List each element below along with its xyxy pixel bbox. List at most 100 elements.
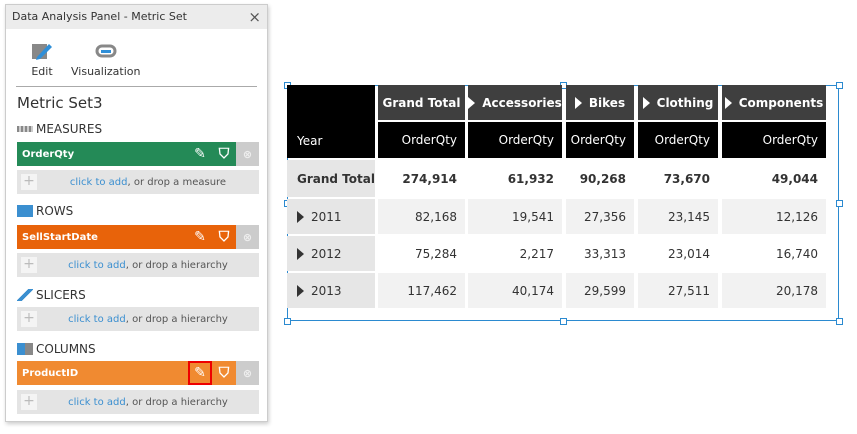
data-cell: 2,217 xyxy=(468,236,562,271)
pencil-icon[interactable]: ✎ xyxy=(194,229,206,245)
data-cell: 16,740 xyxy=(722,236,826,271)
measure-header: OrderQty xyxy=(722,122,826,158)
plus-icon[interactable]: + xyxy=(21,311,37,327)
column-header[interactable]: Grand Total xyxy=(378,85,465,120)
row-header-text: 2012 xyxy=(311,246,342,261)
remove-icon[interactable]: ⊗ xyxy=(236,225,259,249)
columns-icon xyxy=(17,343,33,355)
data-analysis-panel: Data Analysis Panel - Metric Set × Edit V… xyxy=(5,4,268,422)
add-row-dropzone[interactable]: + click to add, or drop a hierarchy xyxy=(17,253,259,277)
expand-arrow-icon[interactable] xyxy=(297,210,304,223)
data-cell-text: 2,217 xyxy=(519,246,554,261)
measures-icon xyxy=(17,126,33,132)
click-to-add-link[interactable]: click to add xyxy=(69,176,128,188)
expand-arrow-icon[interactable] xyxy=(574,96,582,109)
resize-handle[interactable] xyxy=(836,200,843,207)
add-measure-dropzone[interactable]: + click to add, or drop a measure xyxy=(17,170,259,194)
drop-hint: , or drop a measure xyxy=(127,176,227,188)
column-header-text: Clothing xyxy=(656,95,714,110)
filter-icon[interactable]: ⛉ xyxy=(218,229,230,245)
column-header[interactable]: Components xyxy=(722,85,826,120)
remove-icon[interactable]: ⊗ xyxy=(236,361,259,385)
resize-handle[interactable] xyxy=(284,318,291,325)
panel-title-bar: Data Analysis Panel - Metric Set × xyxy=(6,5,267,29)
data-cell-text: 73,670 xyxy=(663,171,710,186)
data-cell-text: 90,268 xyxy=(579,171,626,186)
column-header[interactable]: Accessories xyxy=(468,85,562,120)
row-header-text: Grand Total xyxy=(297,171,375,186)
data-cell: 117,462 xyxy=(378,273,465,308)
row-header[interactable]: 2012 xyxy=(287,236,375,271)
data-cell: 33,313 xyxy=(566,236,634,271)
measure-header-text: OrderQty xyxy=(654,133,710,147)
expand-arrow-icon[interactable] xyxy=(297,284,304,297)
column-header-text: Components xyxy=(738,95,824,110)
measure-chip-orderqty[interactable]: OrderQty ✎ ⛉ ⊗ xyxy=(17,142,259,166)
data-cell-text: 274,914 xyxy=(402,171,457,186)
close-icon[interactable]: × xyxy=(248,8,261,26)
row-header[interactable]: 2013 xyxy=(287,273,375,308)
metric-set-title: Metric Set3 xyxy=(17,94,103,112)
measure-header-text: OrderQty xyxy=(498,133,554,147)
measure-header: OrderQty xyxy=(638,122,718,158)
data-cell-text: 12,126 xyxy=(776,209,818,224)
filter-icon[interactable]: ⛉ xyxy=(218,365,230,381)
drop-hint: , or drop a hierarchy xyxy=(125,259,228,271)
column-header[interactable]: Bikes xyxy=(566,85,634,120)
data-cell-text: 19,541 xyxy=(512,209,554,224)
data-cell: 82,168 xyxy=(378,199,465,234)
visualization-label: Visualization xyxy=(71,65,141,78)
measures-label: MEASURES xyxy=(36,122,103,136)
data-cell-text: 40,174 xyxy=(512,283,554,298)
measure-header-text: OrderQty xyxy=(570,133,626,147)
data-cell: 49,044 xyxy=(722,160,826,197)
edit-button[interactable]: Edit xyxy=(31,41,53,101)
data-cell: 90,268 xyxy=(566,160,634,197)
slicers-label: SLICERS xyxy=(36,288,86,302)
row-header[interactable]: 2011 xyxy=(287,199,375,234)
data-cell: 27,356 xyxy=(566,199,634,234)
resize-handle[interactable] xyxy=(836,318,843,325)
expand-arrow-icon[interactable] xyxy=(642,96,650,109)
data-cell: 73,670 xyxy=(638,160,718,197)
click-to-add-link[interactable]: click to add xyxy=(68,396,126,408)
plus-icon[interactable]: + xyxy=(21,257,37,273)
pencil-icon[interactable]: ✎ xyxy=(194,146,206,162)
pencil-icon[interactable]: ✎ xyxy=(188,361,212,385)
click-to-add-link[interactable]: click to add xyxy=(68,259,126,271)
add-slicer-dropzone[interactable]: + click to add, or drop a hierarchy xyxy=(17,307,259,331)
rows-section: ROWS xyxy=(17,204,73,218)
data-cell: 20,178 xyxy=(722,273,826,308)
data-cell-text: 16,740 xyxy=(776,246,818,261)
data-cell: 29,599 xyxy=(566,273,634,308)
click-to-add-link[interactable]: click to add xyxy=(68,313,126,325)
column-header-text: Grand Total xyxy=(382,95,461,110)
plus-icon[interactable]: + xyxy=(21,394,37,410)
filter-icon[interactable]: ⛉ xyxy=(218,146,230,162)
row-chip-sellstartdate[interactable]: SellStartDate ✎ ⛉ ⊗ xyxy=(17,225,259,249)
data-cell: 40,174 xyxy=(468,273,562,308)
row-header-text: 2013 xyxy=(311,283,342,298)
plus-icon[interactable]: + xyxy=(21,174,37,190)
panel-title: Data Analysis Panel - Metric Set xyxy=(12,10,187,23)
data-cell: 23,014 xyxy=(638,236,718,271)
edit-icon xyxy=(32,44,52,60)
expand-arrow-icon[interactable] xyxy=(468,96,476,109)
expand-arrow-icon[interactable] xyxy=(724,96,732,109)
visualization-button[interactable]: Visualization xyxy=(71,41,140,101)
column-chip-productid[interactable]: ProductID ✎ ⛉ ⊗ xyxy=(17,361,259,385)
columns-label: COLUMNS xyxy=(36,342,96,356)
data-cell-text: 27,356 xyxy=(584,209,626,224)
add-column-dropzone[interactable]: + click to add, or drop a hierarchy xyxy=(17,390,259,414)
chip-label: OrderQty xyxy=(22,148,75,160)
data-cell-text: 117,462 xyxy=(407,283,457,298)
column-header[interactable]: Clothing xyxy=(638,85,718,120)
data-cell-text: 20,178 xyxy=(776,283,818,298)
resize-handle[interactable] xyxy=(836,82,843,89)
resize-handle[interactable] xyxy=(560,318,567,325)
column-header-text: Accessories xyxy=(482,95,562,110)
remove-icon[interactable]: ⊗ xyxy=(236,142,259,166)
expand-arrow-icon[interactable] xyxy=(297,247,304,260)
data-cell-text: 82,168 xyxy=(415,209,457,224)
measure-header: OrderQty xyxy=(378,122,465,158)
